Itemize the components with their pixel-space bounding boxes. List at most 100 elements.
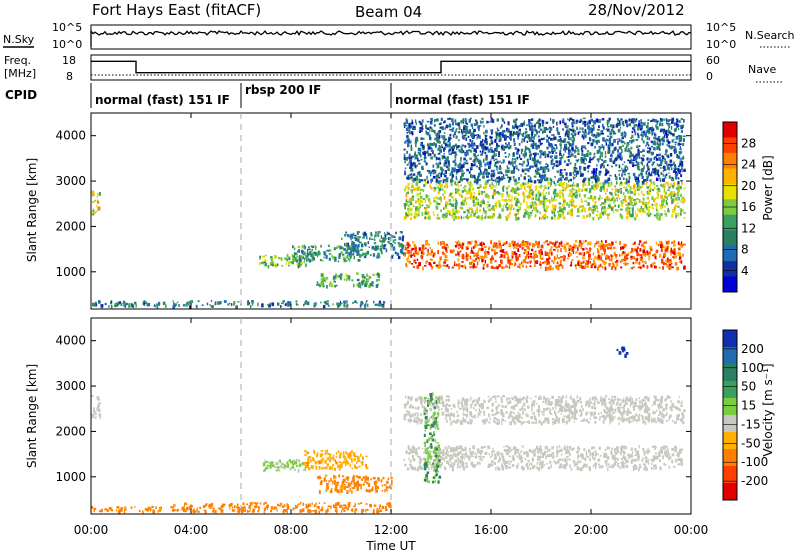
echo-cell [569, 138, 572, 140]
echo-cell [554, 199, 558, 201]
echo-cell [379, 239, 381, 242]
echo-cell [565, 186, 568, 189]
echo-cell [647, 206, 649, 210]
echo-cell [366, 236, 368, 240]
echo-cell [595, 167, 598, 172]
echo-cell [681, 167, 683, 170]
echo-cell [647, 189, 649, 193]
echo-cell [404, 205, 406, 210]
echo-cell [407, 249, 410, 254]
echo-cell [278, 504, 282, 507]
echo-cell [437, 250, 439, 252]
echo-cell [328, 304, 330, 307]
echo-cell [615, 176, 618, 181]
echo-cell [670, 125, 673, 130]
echo-cell [670, 251, 672, 256]
echo-cell [675, 168, 678, 171]
echo-cell [385, 234, 387, 238]
echo-cell [461, 255, 465, 260]
echo-cell [542, 204, 546, 209]
echo-cell [433, 197, 435, 201]
echo-cell [583, 120, 587, 124]
echo-cell [657, 174, 660, 177]
echo-cell [489, 164, 492, 169]
echo-cell [250, 305, 252, 309]
echo-cell [515, 198, 518, 201]
echo-cell [452, 121, 454, 126]
echo-cell [647, 119, 650, 121]
echo-cell [409, 173, 412, 176]
echo-cell [645, 125, 649, 129]
echo-cell [460, 157, 462, 159]
cpid-segment-2: normal (fast) 151 IF [395, 93, 530, 107]
echo-cell [438, 135, 441, 139]
echo-cell [427, 243, 430, 246]
echo-cell [557, 131, 561, 136]
echo-cell [607, 177, 611, 181]
echo-cell [468, 149, 471, 152]
echo-cell [607, 204, 611, 208]
echo-cell [553, 163, 555, 165]
echo-cell [477, 215, 480, 219]
echo-cell [619, 157, 622, 161]
echo-cell [475, 157, 478, 161]
echo-cell [497, 155, 500, 157]
echo-cell [640, 200, 643, 203]
echo-cell [478, 161, 480, 164]
echo-cell [501, 198, 504, 202]
echo-cell [383, 247, 386, 250]
echo-cell [356, 272, 359, 275]
echo-cell [469, 139, 472, 142]
echo-cell [364, 242, 367, 246]
echo-cell [679, 185, 682, 190]
echo-cell [586, 187, 589, 190]
echo-cell [212, 507, 214, 510]
echo-cell [633, 156, 635, 160]
echo-cell [99, 510, 102, 513]
echo-cell [437, 131, 440, 136]
echo-cell [542, 191, 544, 193]
echo-cell [348, 505, 350, 508]
echo-cell [592, 252, 595, 256]
echo-cell [631, 209, 634, 214]
echo-cell [512, 125, 514, 129]
echo-cell [519, 154, 521, 159]
echo-cell [422, 148, 425, 151]
echo-cell [556, 249, 559, 253]
echo-cell [617, 119, 620, 122]
echo-cell [332, 303, 334, 306]
echo-cell [269, 302, 272, 305]
echo-cell [506, 241, 508, 245]
echo-cell [675, 175, 677, 180]
echo-cell [201, 304, 204, 306]
echo-cell [263, 507, 266, 512]
echo-cell [634, 200, 638, 204]
echo-cell [124, 506, 127, 508]
echo-cell [545, 163, 547, 165]
echo-cell [443, 185, 446, 189]
echo-cell [512, 120, 516, 122]
echo-cell [468, 241, 472, 245]
echo-cell [548, 136, 551, 140]
echo-cell [485, 141, 488, 145]
echo-cell [349, 256, 352, 260]
echo-cell [408, 162, 410, 166]
echo-cell [534, 214, 537, 218]
echo-cell [351, 279, 354, 282]
echo-cell [623, 171, 626, 174]
echo-cell [470, 174, 472, 178]
echo-cell [596, 248, 599, 252]
echo-cell [587, 142, 590, 145]
echo-cell [610, 124, 612, 128]
echo-cell [571, 152, 573, 156]
echo-cell [515, 216, 518, 221]
echo-cell [513, 264, 516, 267]
echo-cell [677, 155, 681, 160]
echo-cell [635, 248, 638, 253]
echo-cell [552, 198, 555, 202]
echo-cell [570, 201, 573, 205]
echo-cell [204, 510, 207, 514]
echo-cell [682, 138, 685, 142]
echo-cell [662, 169, 665, 172]
